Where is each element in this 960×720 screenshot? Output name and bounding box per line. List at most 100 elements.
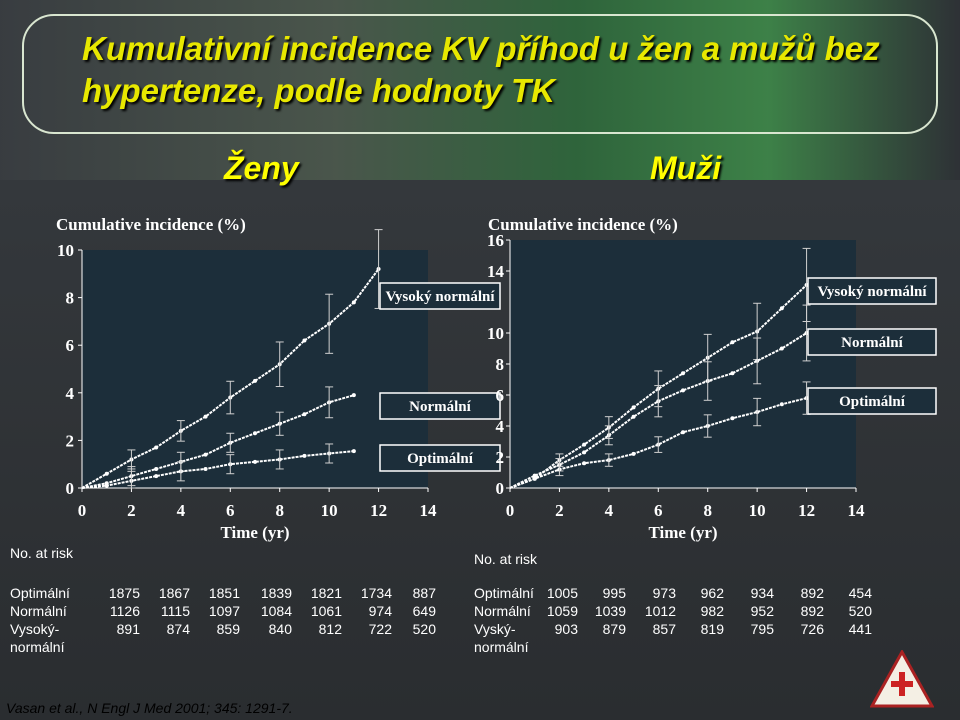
data-point [681, 388, 685, 393]
data-point [253, 459, 257, 464]
risk-cell: 891 [116, 621, 140, 637]
x-tick-label: 8 [275, 501, 284, 520]
y-tick-label: 6 [66, 336, 75, 355]
series-line [81, 394, 355, 489]
series-label: Vysoký normální [817, 284, 927, 300]
data-point [203, 414, 208, 419]
y-tick-label: 8 [66, 289, 75, 308]
x-tick-label: 14 [848, 501, 866, 520]
y-tick-label: 2 [66, 431, 75, 450]
risk-cell: 995 [602, 585, 626, 601]
series-label-box [807, 277, 937, 305]
data-point [631, 405, 636, 410]
risk-cell: 1126 [109, 603, 140, 619]
risk-cell: 962 [700, 585, 724, 601]
x-tick-label: 2 [555, 501, 564, 520]
risk-cell: 934 [750, 585, 774, 601]
y-tick-label: 6 [496, 386, 505, 405]
series-label: Normální [409, 399, 471, 415]
risk-cell: 1734 [360, 585, 392, 601]
data-point [681, 430, 685, 435]
series-line [81, 450, 354, 489]
risk-cell: 859 [216, 621, 240, 637]
risk-cell: 1012 [644, 603, 676, 619]
risk-cell: 1851 [208, 585, 240, 601]
risk-cell: 892 [800, 603, 824, 619]
series-label: Optimální [407, 451, 474, 467]
risk-cell: 1875 [108, 585, 140, 601]
risk-cell: 1039 [594, 603, 626, 619]
series-label: Optimální [839, 394, 906, 410]
y-tick-label: 0 [66, 479, 75, 498]
no-at-risk-heading-women: No. at risk [10, 545, 74, 561]
data-point [582, 442, 587, 447]
risk-cell: 819 [700, 621, 724, 637]
risk-row-label: Vysoký- normální [10, 621, 65, 655]
risk-cell: 520 [848, 603, 872, 619]
data-point [779, 346, 784, 351]
y-tick-label: 8 [496, 355, 505, 374]
x-tick-label: 10 [321, 501, 338, 520]
risk-cell: 857 [652, 621, 676, 637]
header-background [0, 0, 960, 180]
data-point [302, 453, 307, 458]
y-axis-label: Cumulative incidence (%) [56, 215, 246, 234]
risk-cell: 441 [848, 621, 872, 637]
x-axis-label: Time (yr) [220, 523, 289, 542]
risk-cell: 887 [412, 585, 436, 601]
risk-cell: 874 [166, 621, 190, 637]
data-point [631, 451, 636, 456]
y-tick-label: 0 [496, 479, 505, 498]
x-tick-label: 2 [127, 501, 136, 520]
risk-row-label: Normální [10, 603, 67, 619]
x-tick-label: 6 [226, 501, 235, 520]
x-tick-label: 0 [506, 501, 515, 520]
risk-cell: 1005 [546, 585, 578, 601]
x-tick-label: 4 [605, 501, 614, 520]
data-point [154, 466, 159, 471]
risk-cell: 1115 [160, 603, 190, 619]
data-point [253, 378, 257, 383]
series-label: Vysoký normální [385, 289, 495, 305]
series-label-box [379, 392, 501, 420]
risk-cell: 974 [368, 603, 392, 619]
data-point [351, 449, 356, 454]
data-point [631, 414, 636, 419]
y-tick-label: 4 [496, 417, 505, 436]
title-frame [22, 14, 938, 134]
y-tick-label: 16 [487, 231, 504, 250]
group-heading-women: Ženy [224, 150, 299, 186]
risk-cell: 1867 [158, 585, 190, 601]
risk-cell: 1839 [260, 585, 292, 601]
page-title: Kumulativní incidence KV příhod u žen a … [82, 30, 880, 109]
data-point [302, 338, 307, 343]
group-heading-men: Muži [650, 150, 722, 186]
x-tick-label: 0 [78, 501, 87, 520]
data-point [253, 431, 257, 436]
risk-cell: 812 [318, 621, 342, 637]
risk-cell: 903 [554, 621, 578, 637]
data-point [532, 476, 537, 481]
y-tick-label: 4 [66, 384, 75, 403]
risk-cell: 1821 [310, 585, 342, 601]
risk-cell: 1097 [208, 603, 240, 619]
x-axis-label: Time (yr) [648, 523, 717, 542]
risk-cell: 840 [268, 621, 292, 637]
risk-cell: 973 [652, 585, 676, 601]
y-axis-label: Cumulative incidence (%) [488, 215, 678, 234]
series-label-box [379, 282, 501, 310]
data-point [681, 371, 685, 376]
plot-area [82, 250, 428, 488]
no-at-risk-heading-men: No. at risk [474, 551, 538, 567]
x-tick-label: 14 [420, 501, 438, 520]
series-label-box [807, 387, 937, 415]
risk-cell: 795 [750, 621, 774, 637]
y-tick-label: 2 [496, 448, 505, 467]
data-point [104, 471, 109, 476]
risk-cell: 454 [848, 585, 872, 601]
series-label: Normální [841, 335, 903, 351]
x-tick-label: 12 [798, 501, 815, 520]
x-tick-label: 12 [370, 501, 387, 520]
data-point [779, 306, 784, 311]
